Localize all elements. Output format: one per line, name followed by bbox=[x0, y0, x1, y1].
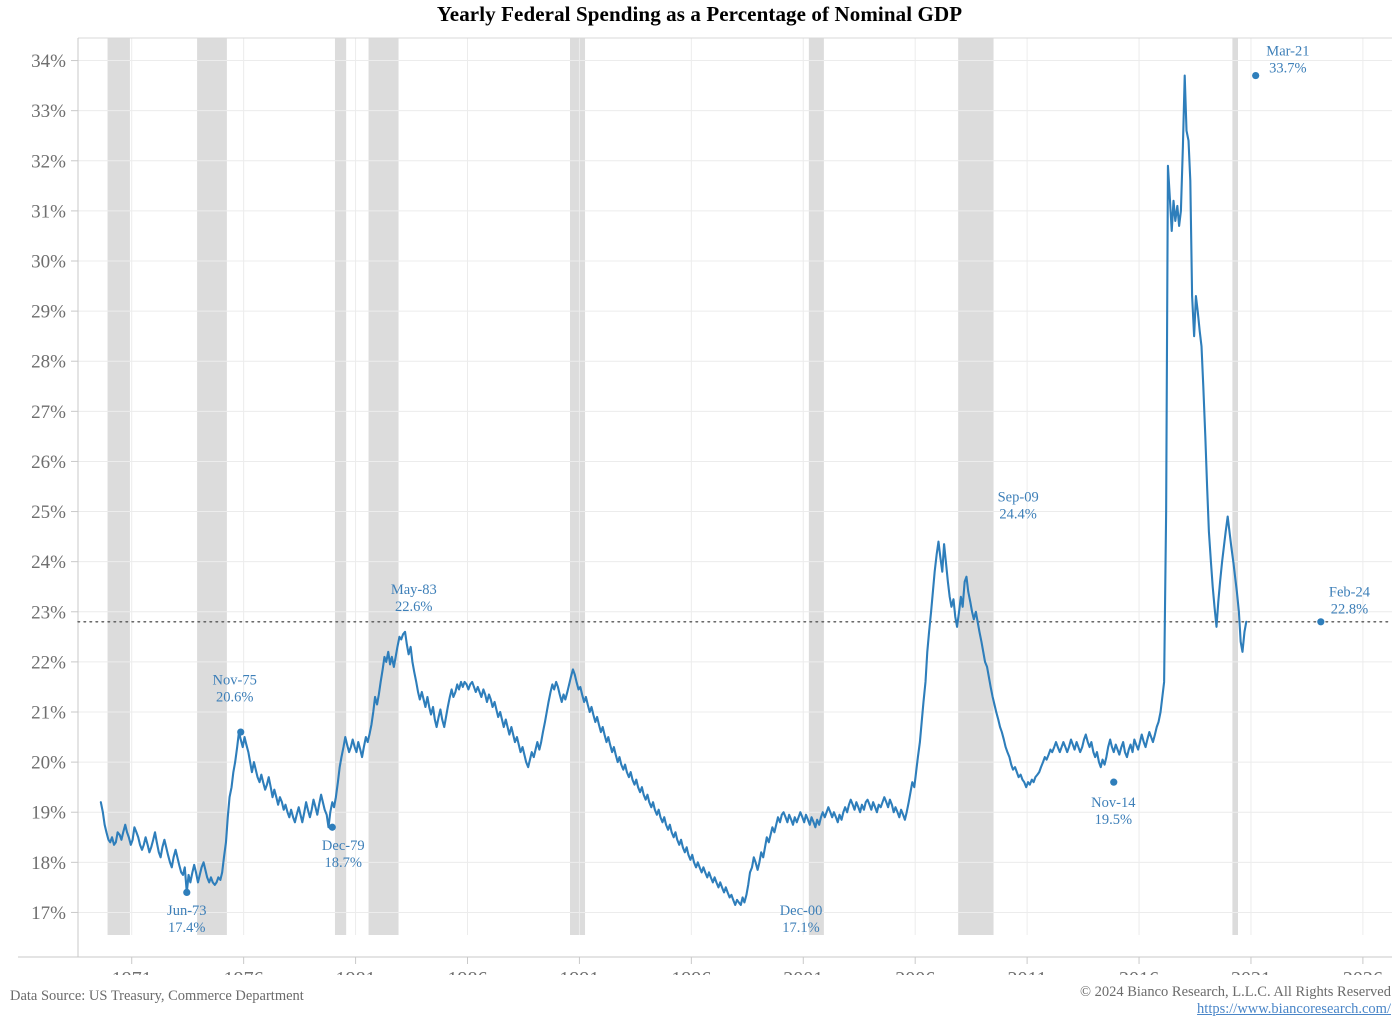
x-axis-label: 2026 bbox=[1343, 968, 1383, 975]
annotation-value: 19.5% bbox=[1095, 812, 1132, 828]
annotation-date: Feb-24 bbox=[1329, 585, 1371, 601]
recession-band bbox=[197, 38, 227, 935]
annotation-date: Dec-79 bbox=[322, 838, 365, 854]
y-axis-label: 25% bbox=[31, 502, 66, 523]
annotation-value: 17.1% bbox=[782, 920, 819, 936]
recession-band bbox=[808, 38, 824, 935]
x-axis-label: 1996 bbox=[671, 968, 711, 975]
annotation-date: May-83 bbox=[391, 582, 437, 598]
annotation-date: Sep-09 bbox=[998, 490, 1039, 506]
y-axis-label: 31% bbox=[31, 201, 66, 222]
annotation-value: 22.6% bbox=[395, 599, 432, 615]
x-axis-label: 2016 bbox=[1119, 968, 1159, 975]
x-axis-label: 1971 bbox=[112, 968, 152, 975]
x-axis-label: 2006 bbox=[895, 968, 935, 975]
series-line bbox=[99, 74, 1248, 906]
y-axis-label: 24% bbox=[31, 552, 66, 573]
annotation-date: Jun-73 bbox=[167, 903, 206, 919]
chart-area: 17% 18% 19% 20% 21% 22% 23% 24% 25% 26% 27% 28% 29% 3… bbox=[0, 30, 1399, 975]
copyright-block: © 2024 Bianco Research, L.L.C. All Right… bbox=[1080, 984, 1391, 1018]
annotation-value: 24.4% bbox=[999, 507, 1036, 523]
y-axis-label: 32% bbox=[31, 151, 66, 172]
y-axis-label: 23% bbox=[31, 602, 66, 623]
recession-band bbox=[107, 38, 130, 935]
annotation-value: 20.6% bbox=[216, 689, 253, 705]
x-axis-label: 2011 bbox=[1007, 968, 1046, 975]
recession-band bbox=[1232, 38, 1238, 935]
annotation-date: Mar-21 bbox=[1266, 44, 1309, 60]
annotation-marker bbox=[1317, 618, 1325, 626]
recession-band bbox=[334, 38, 347, 935]
annotation-value: 22.8% bbox=[1331, 602, 1368, 618]
copyright-text: © 2024 Bianco Research, L.L.C. All Right… bbox=[1079, 984, 1391, 1000]
recession-band bbox=[368, 38, 399, 935]
x-axis-label: 1991 bbox=[559, 968, 599, 975]
y-axis-label: 29% bbox=[31, 302, 66, 323]
annotation-value: 33.7% bbox=[1269, 61, 1306, 77]
x-axis-label: 1976 bbox=[224, 968, 264, 975]
annotation-marker bbox=[183, 888, 191, 897]
annotation-marker bbox=[237, 728, 245, 736]
y-axis-label: 34% bbox=[31, 51, 66, 72]
annotation-marker bbox=[1110, 778, 1118, 786]
annotation-date: Nov-75 bbox=[213, 672, 257, 688]
x-axis-label: 1981 bbox=[336, 968, 376, 975]
y-axis-label: 27% bbox=[31, 402, 66, 423]
x-axis-label: 2021 bbox=[1231, 968, 1271, 975]
x-axis-label: 1986 bbox=[447, 968, 487, 975]
annotation-value: 18.7% bbox=[325, 855, 362, 871]
annotation-value: 17.4% bbox=[168, 920, 205, 936]
y-axis-label: 28% bbox=[31, 352, 66, 373]
biancoresearch-link[interactable]: https://www.biancoresearch.com/ bbox=[1197, 1001, 1391, 1018]
y-axis-label: 19% bbox=[31, 803, 66, 824]
spending-line-chart: 17% 18% 19% 20% 21% 22% 23% 24% 25% 26% 27% 28% 29% 3… bbox=[18, 37, 1393, 975]
y-axis-label: 17% bbox=[31, 903, 66, 924]
y-axis-label: 21% bbox=[31, 703, 66, 724]
data-source-note: Data Source: US Treasury, Commerce Depar… bbox=[10, 988, 304, 1004]
y-axis-label: 22% bbox=[31, 652, 66, 673]
recession-band bbox=[958, 38, 994, 935]
page-title: Yearly Federal Spending as a Percentage … bbox=[436, 2, 963, 26]
annotation-date: Nov-14 bbox=[1091, 795, 1136, 811]
annotation-marker bbox=[328, 823, 336, 831]
y-axis-label: 33% bbox=[31, 101, 66, 122]
y-axis-label: 18% bbox=[31, 853, 66, 874]
annotation-marker bbox=[1252, 71, 1260, 80]
annotation-date: Dec-00 bbox=[780, 903, 823, 919]
y-axis-label: 26% bbox=[31, 452, 66, 473]
y-axis-label: 30% bbox=[31, 251, 66, 272]
x-axis-label: 2001 bbox=[783, 968, 823, 975]
recession-band bbox=[570, 38, 586, 935]
y-axis-label: 20% bbox=[31, 753, 66, 774]
